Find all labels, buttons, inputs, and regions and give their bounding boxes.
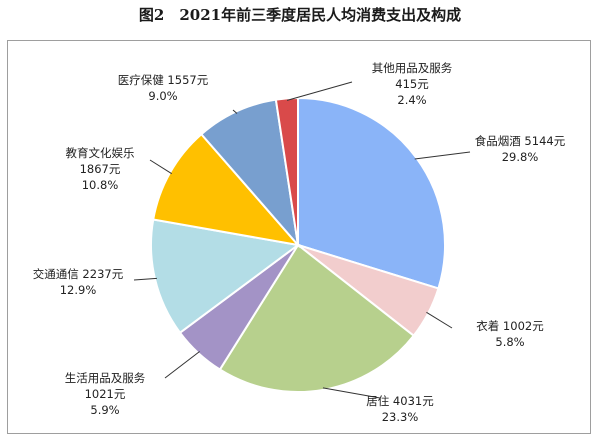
slice-label: 2.4%: [397, 93, 426, 107]
leader-line: [149, 159, 173, 175]
leader-line: [232, 109, 238, 114]
slice-label: 12.9%: [60, 283, 97, 297]
slice-label: 5.9%: [90, 403, 119, 417]
slice-label: 29.8%: [502, 150, 539, 164]
pie-slice: [274, 96, 299, 246]
leader-line: [414, 151, 471, 160]
slice-label: 衣着 1002元: [476, 319, 544, 333]
pie-slice: [297, 96, 446, 290]
slice-label: 1867元: [80, 162, 121, 176]
leader-line: [164, 351, 200, 379]
leader-line: [133, 277, 157, 281]
pie-slice: [218, 243, 416, 393]
slice-label: 教育文化娱乐: [66, 146, 135, 160]
chart-frame: [7, 40, 591, 434]
slice-label: 医疗保健 1557元: [118, 73, 209, 87]
slice-label: 23.3%: [382, 410, 419, 424]
slice-label: 生活用品及服务: [65, 371, 146, 385]
slice-label: 415元: [395, 77, 429, 91]
slice-label: 其他用品及服务: [372, 61, 453, 75]
slice-label: 交通通信 2237元: [33, 267, 124, 281]
slice-label: 1021元: [85, 387, 126, 401]
slice-label: 5.8%: [495, 335, 524, 349]
chart-title: 图2 2021年前三季度居民人均消费支出及构成: [138, 6, 462, 24]
slice-label: 居住 4031元: [366, 394, 434, 408]
leader-line: [426, 311, 453, 329]
slice-label: 9.0%: [148, 89, 177, 103]
leader-line: [322, 387, 381, 399]
pie-slice: [199, 98, 300, 249]
leader-line: [286, 81, 353, 101]
slice-label: 10.8%: [82, 178, 119, 192]
slice-label: 食品烟酒 5144元: [475, 134, 566, 148]
